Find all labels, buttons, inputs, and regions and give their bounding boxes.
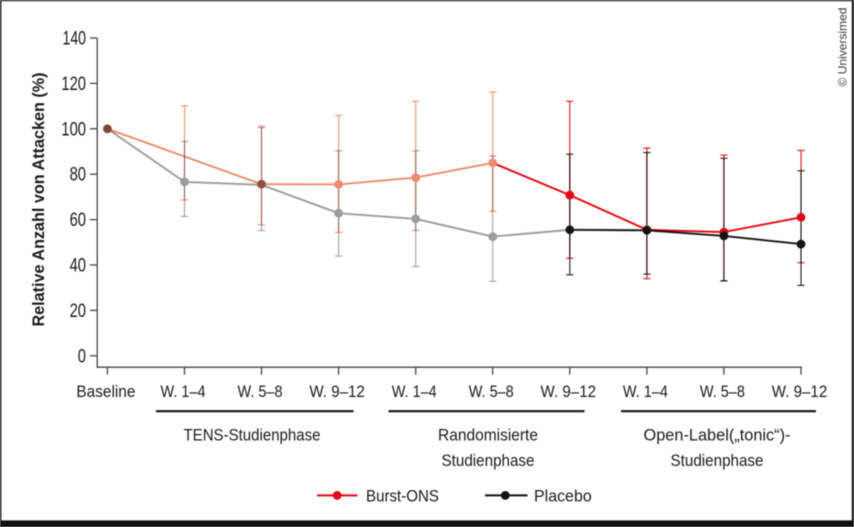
svg-text:© Universimed: © Universimed xyxy=(836,8,850,87)
svg-text:0: 0 xyxy=(78,345,86,367)
svg-text:Open-Label(„tonic“)-: Open-Label(„tonic“)- xyxy=(644,426,791,445)
svg-text:Randomisierte: Randomisierte xyxy=(438,426,538,445)
svg-text:Studienphase: Studienphase xyxy=(442,451,535,470)
svg-text:W. 5–8: W. 5–8 xyxy=(700,382,745,401)
svg-text:60: 60 xyxy=(70,209,87,231)
svg-text:W. 1–4: W. 1–4 xyxy=(392,382,437,401)
svg-text:100: 100 xyxy=(61,118,86,140)
svg-text:Studienphase: Studienphase xyxy=(671,451,764,470)
svg-text:Burst-ONS: Burst-ONS xyxy=(366,486,439,505)
svg-text:120: 120 xyxy=(61,73,86,95)
svg-text:W. 5–8: W. 5–8 xyxy=(238,382,283,401)
svg-text:TENS-Studienphase: TENS-Studienphase xyxy=(184,426,321,445)
svg-text:140: 140 xyxy=(63,28,87,50)
svg-text:Placebo: Placebo xyxy=(534,486,592,505)
svg-text:W. 1–4: W. 1–4 xyxy=(623,382,668,401)
svg-text:Baseline: Baseline xyxy=(76,382,135,401)
svg-text:W. 5–8: W. 5–8 xyxy=(469,382,514,401)
svg-text:Relative Anzahl von Attacken (: Relative Anzahl von Attacken (%) xyxy=(29,73,48,327)
svg-text:W. 9–12: W. 9–12 xyxy=(772,382,828,401)
svg-text:W. 1–4: W. 1–4 xyxy=(161,382,206,401)
svg-text:80: 80 xyxy=(70,164,87,186)
svg-text:W. 9–12: W. 9–12 xyxy=(541,382,597,401)
svg-text:40: 40 xyxy=(70,255,87,277)
svg-text:W. 9–12: W. 9–12 xyxy=(309,382,365,401)
svg-text:20: 20 xyxy=(70,300,87,322)
